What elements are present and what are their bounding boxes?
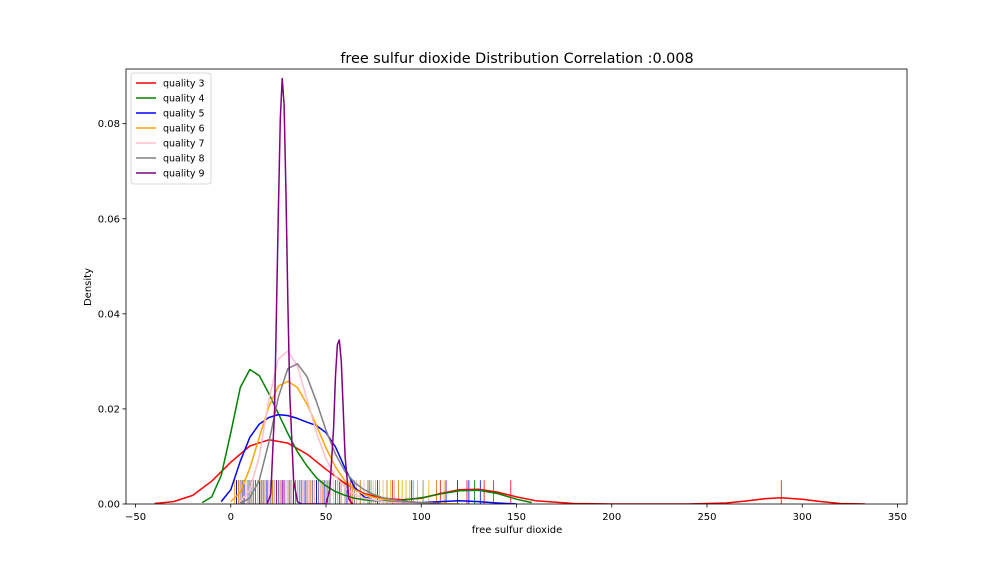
legend-label: quality 5 <box>163 109 205 120</box>
x-tick-label: 0 <box>228 512 234 523</box>
x-tick-label: 250 <box>697 512 716 523</box>
legend-box <box>130 72 212 185</box>
axes-frame <box>125 68 908 505</box>
legend-label: quality 3 <box>163 79 205 90</box>
legend-label: quality 7 <box>163 139 205 150</box>
legend-label: quality 4 <box>163 94 205 105</box>
x-tick-label: 350 <box>888 512 907 523</box>
x-tick-label: 150 <box>507 512 526 523</box>
x-tick-label: 300 <box>793 512 812 523</box>
kde-line-quality-3 <box>154 439 866 504</box>
x-tick-label: 100 <box>412 512 431 523</box>
kde-line-quality-9 <box>266 77 354 504</box>
y-tick-label: 0.00 <box>98 500 120 511</box>
series-quality-9 <box>276 480 340 504</box>
y-tick-label: 0.02 <box>98 404 120 415</box>
x-axis: −50 0 50 100 150 200 250 300 350 <box>125 504 907 523</box>
x-tick-label: −50 <box>125 512 146 523</box>
y-axis: 0.00 0.02 0.04 0.06 0.08 <box>98 119 126 511</box>
y-tick-label: 0.06 <box>98 214 120 225</box>
kde-line-quality-7 <box>239 350 422 504</box>
x-tick-label: 200 <box>602 512 621 523</box>
kde-line-quality-4 <box>201 368 532 504</box>
legend-label: quality 9 <box>163 169 205 180</box>
y-tick-label: 0.04 <box>98 309 120 320</box>
legend: quality 3 quality 4 quality 5 quality 6 qual… <box>130 72 212 185</box>
y-tick-label: 0.08 <box>98 119 120 130</box>
chart-title: free sulfur dioxide Distribution Correla… <box>340 51 693 67</box>
x-tick-label: 50 <box>320 512 333 523</box>
legend-label: quality 8 <box>163 154 205 165</box>
y-axis-label: Density <box>83 268 94 306</box>
kde-line-quality-8 <box>239 363 441 504</box>
kde-line-quality-5 <box>220 413 517 504</box>
legend-label: quality 6 <box>163 124 205 135</box>
x-axis-label: free sulfur dioxide <box>472 525 563 536</box>
